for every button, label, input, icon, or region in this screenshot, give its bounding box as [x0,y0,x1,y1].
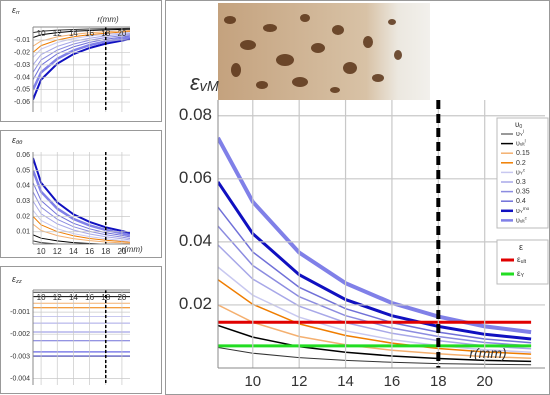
x-axis-title: r(mm) [97,15,119,24]
y-axis-title: εzz [12,274,22,285]
x-axis-title: r(mm) [469,345,506,361]
data-line [33,169,130,237]
x-tick-label: 20 [117,247,126,256]
x-tick-label: 12 [291,373,308,390]
data-line [33,36,130,91]
y-tick-label: -0.01 [14,37,30,44]
y-axis-title: εθθ [12,135,23,146]
x-tick-label: 18 [101,247,110,256]
x-tick-label: 10 [37,29,46,38]
data-line [218,181,532,341]
tissue-image [218,3,430,100]
data-line [33,31,130,58]
legend-box [496,239,549,285]
data-line [33,34,130,73]
x-tick-label: 16 [85,293,94,302]
y-tick-label: -0.06 [14,99,30,106]
plot [33,291,130,358]
y-tick-label: 0.02 [16,213,30,220]
y-tick-label: 0.06 [16,152,30,159]
y-axis-title: εvM [190,70,219,95]
data-line [218,136,532,335]
data-line [33,216,130,243]
data-line [33,35,130,80]
x-tick-label: 12 [53,293,62,302]
legend-label: εY [517,269,525,279]
x-tick-label: 18 [430,373,447,390]
y-tick-label: -0.03 [14,62,30,69]
y-tick-label: -0.02 [14,49,30,56]
data-line [218,279,532,355]
legend-label: υultc [516,215,528,224]
y-tick-label: 0.06 [179,168,212,187]
x-tick-label: 12 [53,247,62,256]
plot [218,136,532,366]
data-line [218,206,532,344]
data-line [33,28,130,38]
x-tick-label: 16 [85,247,94,256]
x-tick-label: 10 [37,247,46,256]
legend-label: υYl [516,129,524,138]
y-tick-label: 0.05 [16,167,30,174]
data-line [218,347,532,366]
legend-label: εult [517,255,527,265]
plot [33,157,130,244]
x-tick-label: 14 [69,293,78,302]
panel-thth [0,130,162,258]
legend-label: υultl [516,139,526,148]
legend-label: 0.15 [516,150,530,157]
x-tick-label: 14 [69,247,78,256]
legend-label: 0.2 [516,160,526,167]
data-line [218,324,532,363]
x-tick-label: 10 [244,373,261,390]
data-line [33,209,130,242]
x-tick-label: 12 [53,29,62,38]
y-axis-title: εrr [12,5,21,16]
y-tick-label: -0.001 [10,309,30,316]
x-tick-label: 14 [337,373,354,390]
y-tick-label: -0.004 [10,375,30,382]
x-tick-label: 16 [85,29,94,38]
legend-title: ε [519,242,523,252]
y-tick-label: 0.02 [179,294,212,313]
x-tick-label: 16 [384,373,401,390]
data-line [218,304,532,359]
y-tick-label: 0.08 [179,105,212,124]
panel-zz [0,266,162,394]
y-tick-label: -0.04 [14,74,30,81]
x-tick-label: 20 [117,293,126,302]
x-tick-label: 10 [37,293,46,302]
y-tick-label: 0.04 [16,183,30,190]
data-line [33,31,130,53]
legend-label: 0.3 [516,179,526,186]
y-tick-label: 0.04 [179,231,212,250]
data-line [218,266,532,353]
data-line [33,234,112,244]
data-line [33,223,130,244]
x-axis-title: r(mm) [121,245,143,254]
y-tick-label: -0.05 [14,87,30,94]
x-tick-label: 20 [476,373,493,390]
y-tick-label: -0.003 [10,353,30,360]
y-tick-label: 0.03 [16,198,30,205]
panel-rr [0,0,162,122]
legend-label: υYc [516,167,526,176]
x-tick-label: 20 [117,29,126,38]
legend-label: υYmo [516,206,530,215]
legend-label: 0.35 [516,188,530,195]
y-tick-label: -0.002 [10,331,30,338]
legend-label: 0.4 [516,198,526,205]
data-line [33,182,130,238]
data-line [33,27,130,34]
data-line [33,191,130,239]
legend-title: υ0 [515,120,522,130]
y-tick-label: 0.01 [16,229,30,236]
x-tick-label: 14 [69,29,78,38]
data-line [33,240,68,244]
